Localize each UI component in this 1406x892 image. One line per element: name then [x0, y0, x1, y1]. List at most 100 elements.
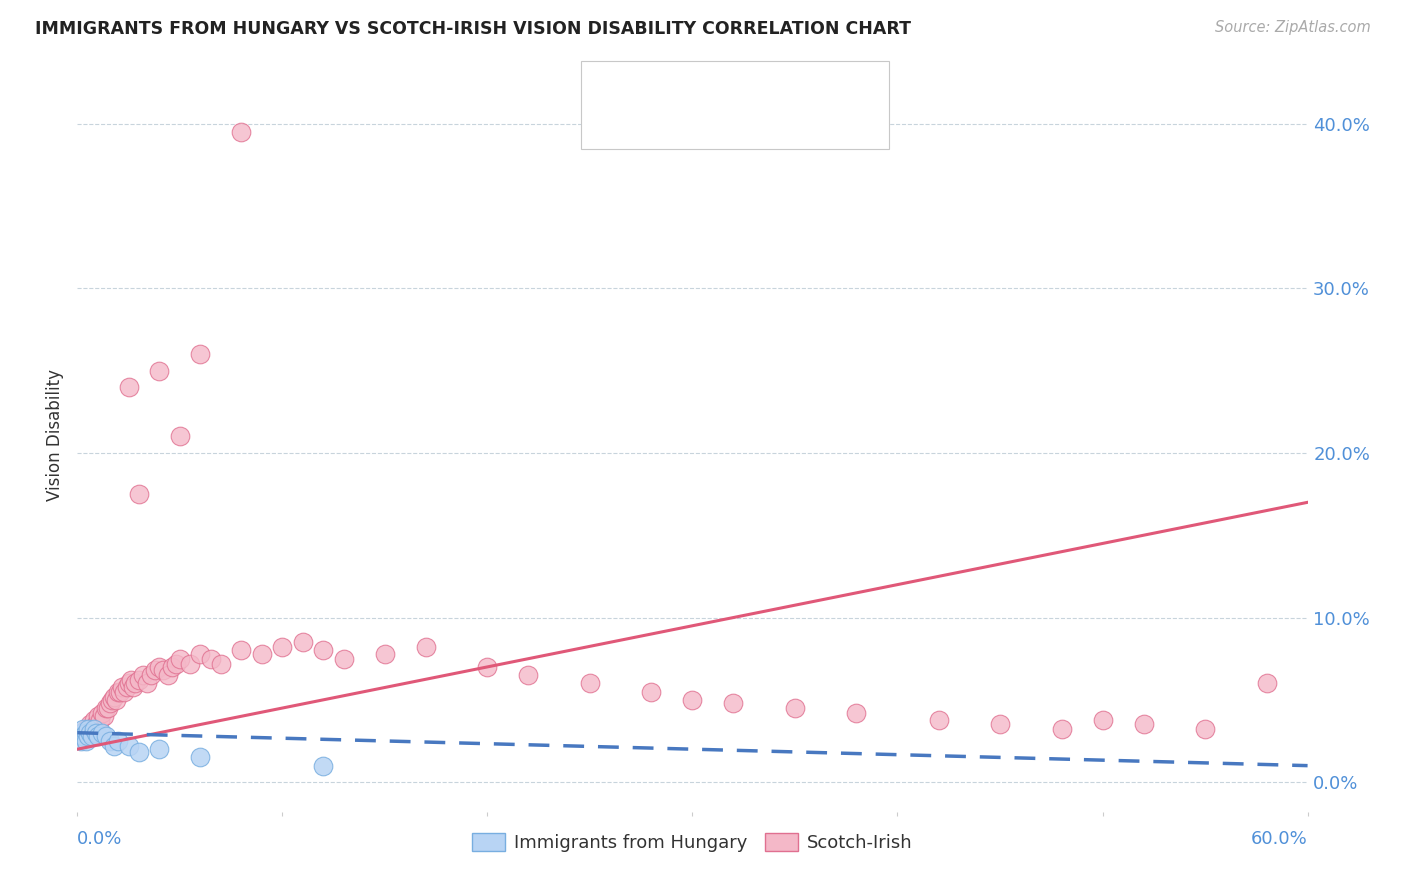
Point: [333, 651, 356, 665]
Point: [67, 729, 90, 743]
Point: [1256, 676, 1278, 690]
Point: [83, 723, 105, 737]
Point: [114, 684, 136, 698]
Point: [845, 706, 868, 720]
Point: [682, 693, 704, 707]
Point: [97, 701, 120, 715]
Point: [80, 729, 103, 743]
Point: [93, 709, 115, 723]
Point: [79, 725, 101, 739]
Point: [79, 717, 101, 731]
Text: Source: ZipAtlas.com: Source: ZipAtlas.com: [1215, 20, 1371, 35]
Text: 60.0%: 60.0%: [1251, 830, 1308, 847]
Point: [75, 725, 97, 739]
Point: [107, 734, 129, 748]
Point: [90, 725, 114, 739]
Y-axis label: Vision Disability: Vision Disability: [46, 369, 65, 500]
Point: [141, 668, 163, 682]
Text: R = -0.095   N = 24: R = -0.095 N = 24: [631, 80, 794, 98]
Point: [117, 739, 139, 753]
Point: [783, 701, 806, 715]
Point: [124, 676, 146, 690]
Point: [374, 647, 396, 661]
Point: [117, 676, 139, 690]
Point: [200, 651, 222, 665]
Point: [94, 701, 117, 715]
Point: [87, 709, 110, 723]
Point: [291, 635, 314, 649]
Point: [105, 693, 128, 707]
Point: [98, 696, 121, 710]
Point: [132, 668, 155, 682]
Text: R =  0.359   N = 72: R = 0.359 N = 72: [631, 116, 793, 134]
Point: [1050, 723, 1073, 737]
Point: [75, 734, 97, 748]
Point: [928, 713, 950, 727]
Point: [72, 723, 94, 737]
Point: [128, 746, 150, 760]
Point: [988, 717, 1011, 731]
Point: [231, 643, 253, 657]
Point: [87, 729, 110, 743]
Point: [103, 739, 125, 753]
Point: [76, 729, 98, 743]
Point: [415, 640, 437, 655]
Point: [160, 660, 183, 674]
Point: [156, 668, 179, 682]
Point: [117, 380, 139, 394]
Point: [517, 668, 540, 682]
Point: [169, 429, 191, 443]
Point: [94, 729, 117, 743]
Point: [128, 673, 150, 687]
Point: [165, 657, 187, 671]
Point: [70, 725, 93, 739]
Point: [271, 640, 294, 655]
Point: [188, 347, 212, 361]
Point: [148, 660, 170, 674]
Point: [148, 364, 170, 378]
Point: [179, 657, 201, 671]
Point: [103, 690, 125, 704]
Point: [76, 723, 98, 737]
Text: 0.0%: 0.0%: [77, 830, 122, 847]
Point: [75, 723, 97, 737]
Point: [136, 676, 159, 690]
Point: [89, 713, 111, 727]
Point: [84, 725, 107, 739]
Point: [1091, 713, 1114, 727]
Point: [107, 684, 129, 698]
Point: [110, 684, 132, 698]
Text: IMMIGRANTS FROM HUNGARY VS SCOTCH-IRISH VISION DISABILITY CORRELATION CHART: IMMIGRANTS FROM HUNGARY VS SCOTCH-IRISH …: [35, 20, 911, 37]
Point: [723, 696, 745, 710]
Point: [231, 125, 253, 139]
Point: [640, 684, 662, 698]
Point: [143, 663, 166, 677]
Point: [111, 680, 134, 694]
Point: [477, 660, 499, 674]
Point: [148, 742, 170, 756]
Point: [76, 725, 98, 739]
Point: [120, 673, 142, 687]
Point: [152, 663, 174, 677]
Point: [188, 647, 212, 661]
Legend: Immigrants from Hungary, Scotch-Irish: Immigrants from Hungary, Scotch-Irish: [465, 825, 920, 859]
Point: [72, 729, 94, 743]
Point: [121, 680, 143, 694]
Point: [209, 657, 232, 671]
Point: [579, 676, 602, 690]
Point: [70, 725, 93, 739]
Point: [83, 713, 105, 727]
Point: [80, 723, 103, 737]
Point: [312, 758, 335, 772]
Point: [98, 734, 121, 748]
Point: [169, 651, 191, 665]
Point: [115, 680, 138, 694]
Point: [72, 729, 94, 743]
Point: [128, 487, 150, 501]
Point: [1132, 717, 1154, 731]
Point: [84, 717, 107, 731]
Point: [250, 647, 273, 661]
Point: [101, 693, 124, 707]
Point: [90, 706, 114, 720]
Point: [70, 734, 93, 748]
